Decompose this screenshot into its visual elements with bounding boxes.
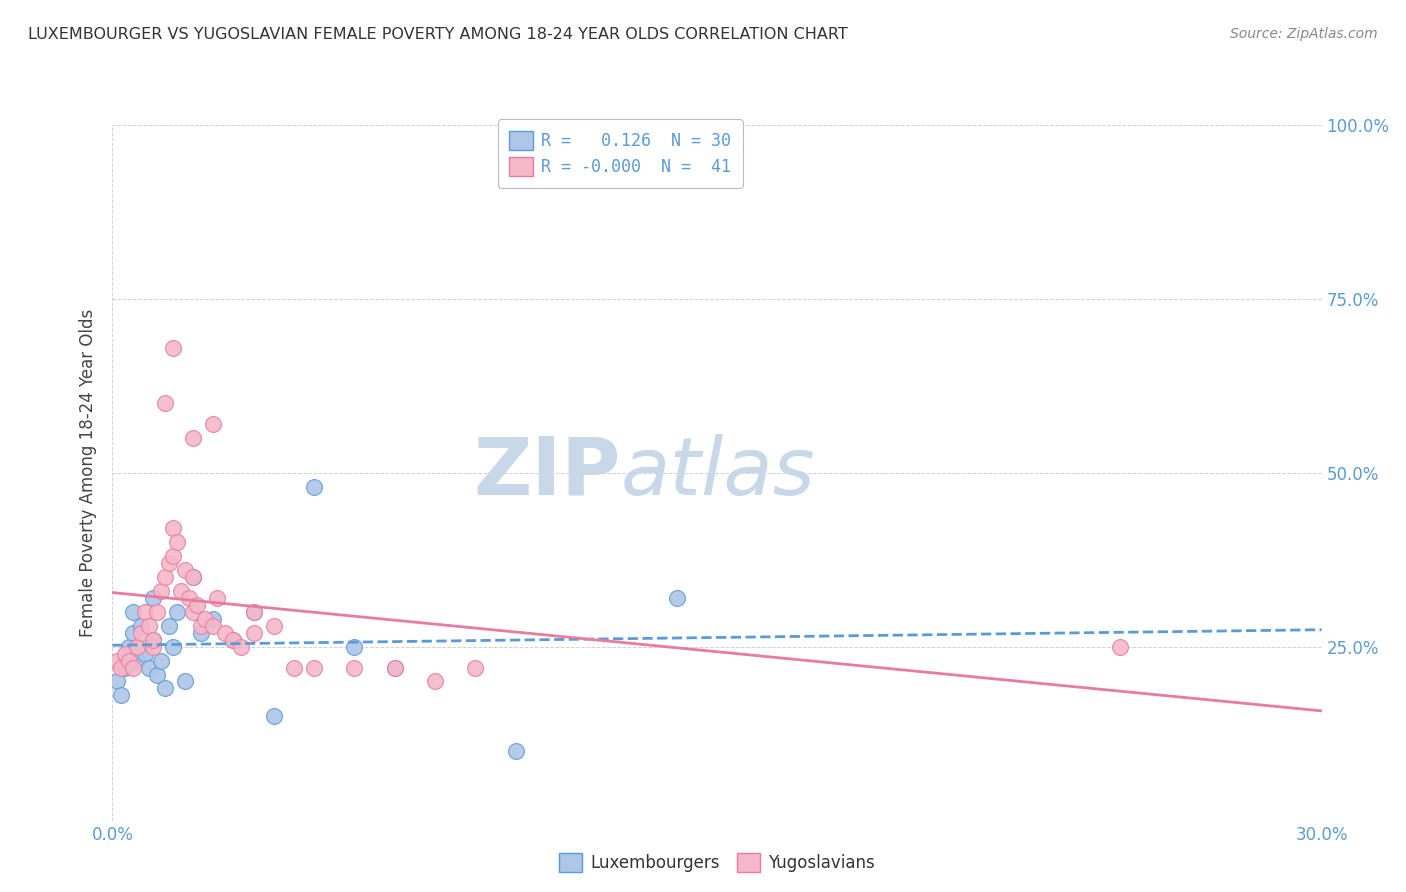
Point bbox=[302, 660, 325, 674]
Point bbox=[242, 605, 264, 619]
Point bbox=[186, 598, 208, 612]
Point bbox=[1109, 640, 1132, 654]
Point bbox=[464, 660, 486, 674]
Point bbox=[114, 660, 136, 674]
Point bbox=[384, 660, 406, 674]
Point bbox=[146, 667, 169, 681]
Point bbox=[181, 605, 204, 619]
Point bbox=[129, 625, 152, 640]
Point bbox=[146, 605, 169, 619]
Point bbox=[263, 709, 285, 723]
Point bbox=[302, 480, 325, 494]
Point bbox=[142, 591, 165, 605]
Point bbox=[153, 681, 176, 696]
Point bbox=[138, 619, 160, 633]
Point bbox=[202, 619, 225, 633]
Point bbox=[166, 605, 188, 619]
Text: LUXEMBOURGER VS YUGOSLAVIAN FEMALE POVERTY AMONG 18-24 YEAR OLDS CORRELATION CHA: LUXEMBOURGER VS YUGOSLAVIAN FEMALE POVER… bbox=[28, 27, 848, 42]
Point bbox=[157, 619, 180, 633]
Point bbox=[263, 619, 285, 633]
Point bbox=[181, 570, 204, 584]
Point bbox=[121, 605, 143, 619]
Point bbox=[110, 689, 132, 703]
Point bbox=[157, 556, 180, 570]
Point bbox=[105, 674, 128, 689]
Point bbox=[283, 660, 305, 674]
Point bbox=[222, 632, 245, 647]
Point bbox=[207, 591, 229, 605]
Point bbox=[423, 674, 446, 689]
Point bbox=[242, 625, 264, 640]
Y-axis label: Female Poverty Among 18-24 Year Olds: Female Poverty Among 18-24 Year Olds bbox=[79, 309, 97, 637]
Point bbox=[142, 632, 165, 647]
Point bbox=[105, 654, 128, 668]
Text: ZIP: ZIP bbox=[472, 434, 620, 512]
Point bbox=[231, 640, 253, 654]
Legend: Luxembourgers, Yugoslavians: Luxembourgers, Yugoslavians bbox=[548, 843, 886, 882]
Point bbox=[343, 640, 366, 654]
Point bbox=[174, 563, 197, 577]
Point bbox=[134, 605, 156, 619]
Text: Source: ZipAtlas.com: Source: ZipAtlas.com bbox=[1230, 27, 1378, 41]
Point bbox=[129, 619, 152, 633]
Point bbox=[170, 584, 193, 599]
Point bbox=[162, 341, 184, 355]
Point bbox=[138, 660, 160, 674]
Point bbox=[142, 632, 165, 647]
Point bbox=[125, 640, 148, 654]
Point bbox=[505, 744, 527, 758]
Point bbox=[142, 640, 165, 654]
Point bbox=[162, 521, 184, 535]
Point bbox=[149, 654, 172, 668]
Point bbox=[153, 396, 176, 410]
Point bbox=[214, 625, 236, 640]
Point bbox=[125, 654, 148, 668]
Point bbox=[384, 660, 406, 674]
Point bbox=[166, 535, 188, 549]
Point bbox=[222, 632, 245, 647]
Point bbox=[181, 431, 204, 445]
Point bbox=[149, 584, 172, 599]
Point bbox=[242, 605, 264, 619]
Point bbox=[110, 660, 132, 674]
Point bbox=[174, 674, 197, 689]
Point bbox=[162, 640, 184, 654]
Point bbox=[190, 619, 212, 633]
Point bbox=[162, 549, 184, 564]
Point bbox=[194, 612, 217, 626]
Point bbox=[202, 417, 225, 431]
Point bbox=[177, 591, 200, 605]
Point bbox=[153, 570, 176, 584]
Point bbox=[343, 660, 366, 674]
Point bbox=[117, 640, 139, 654]
Point bbox=[665, 591, 688, 605]
Point bbox=[190, 625, 212, 640]
Point bbox=[114, 647, 136, 661]
Point bbox=[121, 660, 143, 674]
Point bbox=[202, 612, 225, 626]
Text: atlas: atlas bbox=[620, 434, 815, 512]
Point bbox=[134, 647, 156, 661]
Point bbox=[181, 570, 204, 584]
Point bbox=[121, 625, 143, 640]
Point bbox=[117, 654, 139, 668]
